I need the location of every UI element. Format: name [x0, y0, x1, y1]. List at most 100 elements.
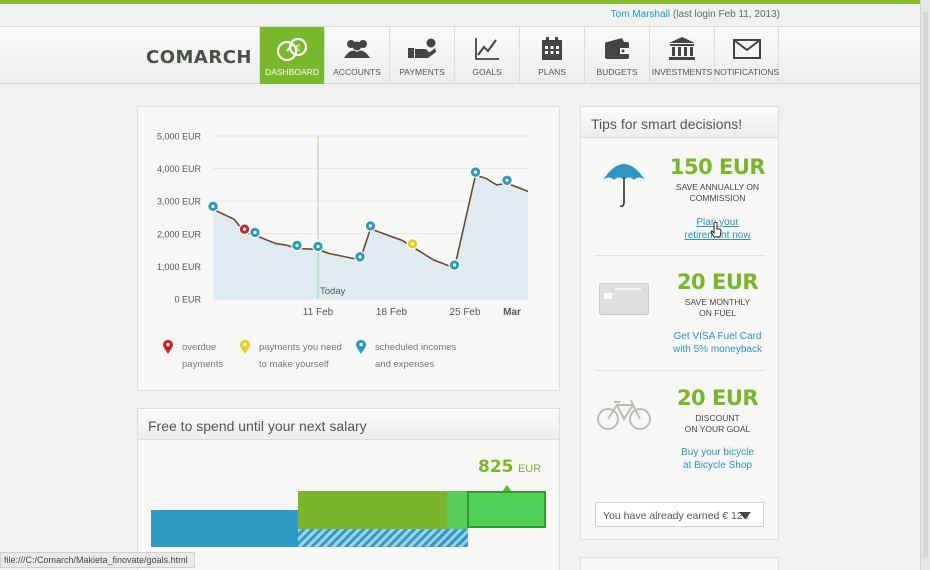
balance-area [213, 175, 528, 299]
nav-label: ACCOUNTS [333, 67, 381, 77]
calendar-icon [541, 36, 563, 62]
svg-text:€: € [295, 44, 301, 54]
spend-bar-hatched [298, 529, 468, 547]
chart-point-dot [253, 230, 257, 235]
tip-amount: 150 EUR [669, 155, 766, 179]
chart-point-dot [295, 243, 299, 248]
browser-status-bar: file:///C:/Comarch/Makieta_finovate/goal… [0, 552, 195, 568]
free-to-spend-panel: Free to spend until your next salary 825… [137, 408, 560, 570]
legend-scheduled: scheduled incomes and expenses [355, 339, 456, 373]
nav-goals[interactable]: GOALS [454, 27, 519, 84]
spend-bar-free[interactable] [467, 491, 546, 528]
comarch-logo[interactable]: COMARCH [146, 47, 252, 68]
tip-desc: COMMISSION [689, 193, 746, 203]
nav-notifications[interactable]: NOTIFICATIONS [714, 27, 779, 84]
nav-plans[interactable]: PLANS [519, 27, 584, 84]
tip-fuel-card: 20 EUR SAVE MONTHLY ON FUEL Get VISA Fue… [581, 270, 778, 356]
nav-investments[interactable]: INVESTMENTS [649, 27, 714, 84]
nav-budgets[interactable]: BUDGETS [584, 27, 649, 84]
nav-label: PLANS [538, 67, 566, 77]
nav-accounts[interactable]: ACCOUNTS [324, 27, 389, 84]
scrollbar-thumb[interactable] [923, 12, 928, 557]
balance-chart: 5,000 EUR 4,000 EUR 3,000 EUR 2,000 EUR 1,00… [157, 132, 529, 318]
bicycle-link[interactable]: Buy your bicycle [681, 447, 754, 458]
nav-payments[interactable]: PAYMENTS [389, 27, 454, 84]
spend-bar-planned [298, 491, 448, 529]
tip-desc: SAVE MONTHLY [684, 297, 751, 307]
nav-label: PAYMENTS [399, 67, 445, 77]
spend-amount-currency: EUR [517, 463, 542, 475]
spend-marker-caret [502, 485, 512, 492]
nav-label: INVESTMENTS [651, 67, 713, 77]
balance-forecast-panel: 5,000 EUR 4,000 EUR 3,000 EUR 2,000 EUR 1,00… [137, 106, 560, 391]
tip-desc: ON FUEL [699, 308, 736, 318]
header: COMARCH € DASHBOARD ACCOUNTS PAYMENTS GO… [0, 26, 920, 84]
y-tick-label: 5,000 EUR [157, 132, 202, 142]
nav-label: DASHBOARD [265, 67, 319, 77]
next-panel-edge [580, 557, 779, 570]
spend-bar-gap [447, 491, 468, 529]
chart-line-icon [474, 36, 500, 62]
today-label: Today [320, 286, 346, 297]
chart-point-dot [368, 224, 373, 228]
y-tick-label: 0 EUR [174, 295, 201, 305]
last-login: (last login Feb 11, 2013) [672, 9, 780, 20]
main-nav: € DASHBOARD ACCOUNTS PAYMENTS GOALS [259, 27, 779, 84]
tip-amount: 20 EUR [676, 386, 759, 410]
user-name-link[interactable]: Tom Marshall [610, 9, 671, 20]
legend-overdue: overdue payments [162, 339, 223, 373]
tip-desc: DISCOUNT [695, 413, 740, 423]
credit-card-icon [599, 283, 649, 315]
chart-point-dot [358, 255, 362, 259]
bicycle-link-2[interactable]: at Bicycle Shop [683, 459, 752, 471]
bank-icon [669, 36, 695, 62]
spend-amount-value: 825 [478, 457, 514, 477]
x-tick-label: 18 Feb [376, 307, 408, 318]
chart-point-dot [473, 170, 478, 174]
top-accent-stripe [0, 0, 930, 4]
chart-point-dot [316, 244, 320, 249]
nav-label: GOALS [472, 67, 502, 77]
free-to-spend-title: Free to spend until your next salary [138, 409, 559, 440]
legend-label: and expenses [375, 359, 435, 370]
nav-dashboard[interactable]: € DASHBOARD [259, 27, 324, 84]
nav-label: NOTIFICATIONS [714, 67, 780, 77]
overdue-pin-icon [163, 339, 173, 354]
people-icon [343, 36, 371, 62]
legend-manual: payments you need to make yourself [239, 339, 342, 373]
x-tick-label: 25 Feb [449, 307, 481, 318]
legend-label: scheduled incomes [375, 342, 457, 353]
tip-desc: ON YOUR GOAL [684, 424, 751, 434]
tips-panel: Tips for smart decisions! 150 EUR SAVE A… [580, 106, 779, 540]
tip-divider [595, 370, 765, 371]
plan-retirement-link[interactable]: Plan your [696, 217, 739, 228]
x-tick-label: Mar [503, 307, 521, 318]
legend-label: overdue [182, 342, 217, 353]
wallet-icon [604, 36, 630, 62]
spend-amount: 825 EUR [478, 457, 541, 477]
chart-point-dot [452, 263, 457, 267]
y-tick-label: 3,000 EUR [157, 197, 202, 207]
tip-divider [595, 255, 765, 256]
chart-point-dot [211, 204, 215, 208]
chart-point-dot [410, 242, 415, 246]
user-info: Tom Marshall (last login Feb 11, 2013) [611, 9, 780, 20]
window-scrollbar[interactable] [920, 0, 930, 570]
manual-payment-pin-icon [240, 339, 250, 354]
fuel-card-link-2[interactable]: with 5% moneyback [673, 343, 762, 355]
y-tick-label: 2,000 EUR [157, 229, 202, 239]
mouse-cursor-icon [710, 222, 722, 238]
spend-bar-committed [151, 510, 299, 547]
x-tick-label: 11 Feb [303, 307, 334, 318]
nav-label: BUDGETS [596, 67, 638, 77]
earned-text: You have already earned € 120 [603, 510, 749, 522]
earned-dropdown[interactable]: You have already earned € 120 [595, 502, 764, 527]
dashboard-gauge-icon: € [275, 36, 309, 62]
legend-label: to make yourself [259, 359, 329, 370]
umbrella-icon [603, 164, 645, 207]
tip-retirement: 150 EUR SAVE ANNUALLY ON COMMISSION Plan… [581, 155, 778, 242]
tip-bicycle: 20 EUR DISCOUNT ON YOUR GOAL Buy your bi… [581, 386, 778, 472]
fuel-card-link[interactable]: Get VISA Fuel Card [673, 331, 762, 342]
chart-point-dot [242, 227, 247, 231]
y-tick-label: 4,000 EUR [157, 164, 202, 174]
